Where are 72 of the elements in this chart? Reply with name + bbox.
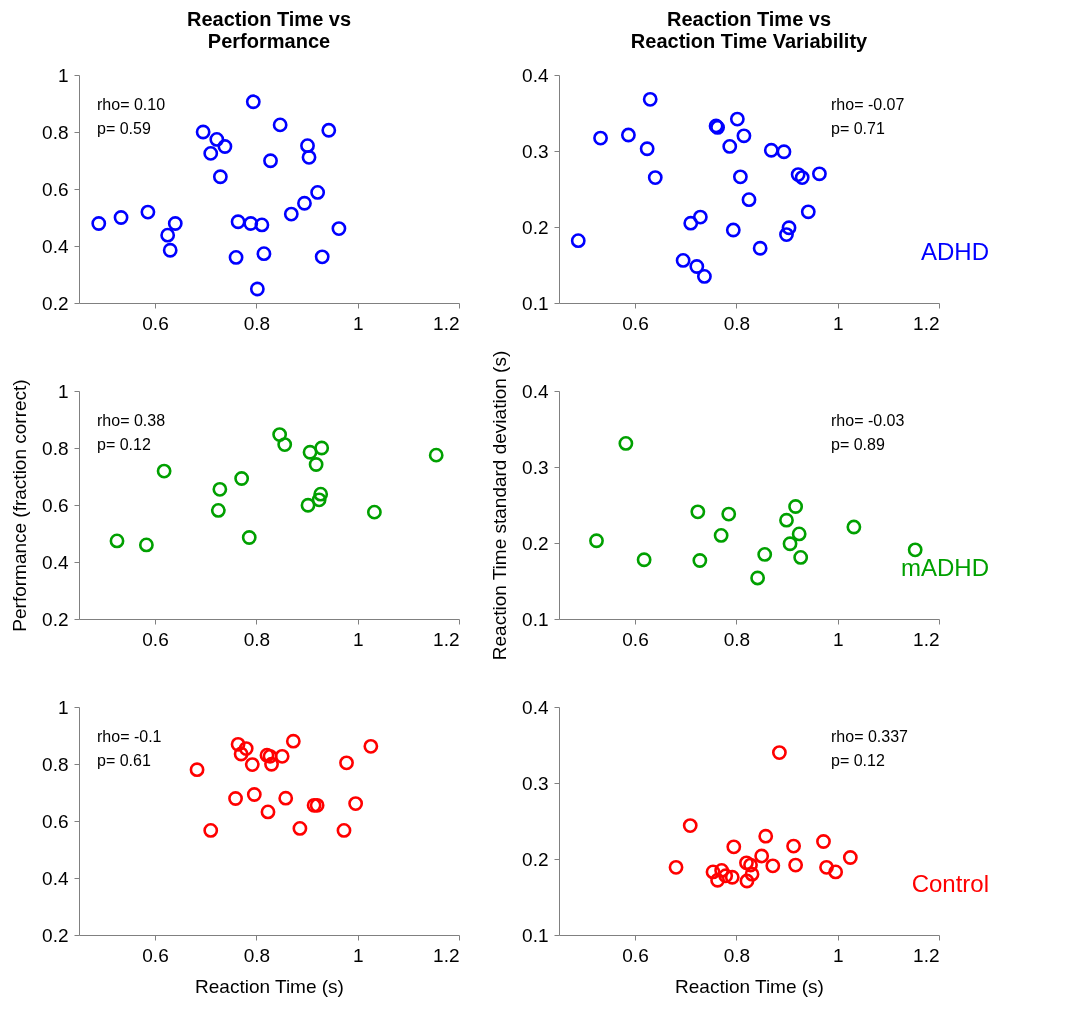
x-tick-label: 1	[352, 628, 364, 650]
y-tick-label: 0.2	[522, 216, 549, 238]
chart-title: Reaction Time vs Performance	[186, 8, 352, 52]
x-tick-label: 0.8	[243, 944, 271, 966]
y-axis-title: Performance (fraction correct)	[9, 379, 31, 632]
y-tick-label: 0.3	[522, 456, 549, 478]
y-tick-label: 0.1	[522, 292, 549, 314]
annotation: rho= -0.1	[97, 728, 162, 745]
annotation: rho= 0.10	[97, 96, 166, 113]
x-tick-label: 0.6	[142, 628, 169, 650]
y-tick-label: 0.1	[522, 924, 549, 946]
y-tick-label: 0.8	[42, 753, 69, 775]
x-tick-label: 1.2	[913, 944, 940, 966]
x-tick-label: 0.8	[723, 312, 751, 334]
chart-title: Reaction Time vs Reaction Time Variability	[630, 8, 869, 52]
annotation: rho= 0.337	[831, 728, 909, 745]
y-tick-label: 0.2	[42, 292, 69, 314]
x-tick-label: 0.8	[243, 312, 271, 334]
y-tick-label: 0.4	[42, 235, 69, 257]
y-tick-label: 0.8	[42, 437, 69, 459]
y-tick-label: 0.6	[42, 494, 69, 516]
x-tick-label: 0.6	[622, 628, 649, 650]
x-tick-label: 1.2	[913, 312, 940, 334]
x-axis-title: Reaction Time (s)	[675, 975, 824, 997]
x-tick-label: 1.2	[433, 944, 460, 966]
x-tick-label: 0.8	[723, 628, 751, 650]
x-tick-label: 0.6	[142, 944, 169, 966]
x-tick-label: 1	[352, 312, 364, 334]
y-tick-label: 0.4	[42, 551, 69, 573]
annotation: rho= -0.07	[831, 96, 905, 113]
y-tick-label: 0.4	[522, 696, 549, 718]
x-tick-label: 0.8	[723, 944, 751, 966]
y-tick-label: 1	[57, 64, 69, 86]
y-tick-label: 0.6	[42, 810, 69, 832]
y-tick-label: 0.6	[42, 178, 69, 200]
y-tick-label: 0.1	[522, 608, 549, 630]
annotation: p= 0.12	[831, 752, 885, 769]
y-tick-label: 0.3	[522, 772, 549, 794]
x-tick-label: 1.2	[433, 628, 460, 650]
y-tick-label: 1	[57, 380, 69, 402]
annotation: rho= -0.03	[831, 412, 905, 429]
x-axis-title: Reaction Time (s)	[195, 975, 344, 997]
y-tick-label: 0.4	[522, 380, 549, 402]
x-tick-label: 1	[352, 944, 364, 966]
x-tick-label: 0.6	[622, 944, 649, 966]
x-tick-label: 1.2	[433, 312, 460, 334]
y-tick-label: 0.4	[42, 867, 69, 889]
annotation: p= 0.89	[831, 436, 885, 453]
x-tick-label: 1.2	[913, 628, 940, 650]
y-tick-label: 0.2	[42, 608, 69, 630]
y-tick-label: 0.4	[522, 64, 549, 86]
text: ADHD	[920, 237, 989, 265]
x-tick-label: 0.6	[622, 312, 649, 334]
y-tick-label: 0.8	[42, 121, 69, 143]
y-axis-title: Reaction Time standard deviation (s)	[489, 350, 511, 661]
annotation: p= 0.59	[97, 120, 151, 137]
y-tick-label: 1	[57, 696, 69, 718]
y-tick-label: 0.3	[522, 140, 549, 162]
annotation: rho= 0.38	[97, 412, 166, 429]
x-tick-label: 0.8	[243, 628, 271, 650]
x-tick-label: 0.6	[142, 312, 169, 334]
x-tick-label: 1	[832, 312, 844, 334]
annotation: p= 0.71	[831, 120, 885, 137]
x-tick-label: 1	[832, 944, 844, 966]
y-tick-label: 0.2	[42, 924, 69, 946]
annotation: p= 0.61	[97, 752, 151, 769]
y-tick-label: 0.2	[522, 532, 549, 554]
text: Control	[911, 869, 989, 897]
y-tick-label: 0.2	[522, 848, 549, 870]
series-label: mADHD	[901, 553, 989, 581]
annotation: p= 0.12	[97, 436, 151, 453]
x-tick-label: 1	[832, 628, 844, 650]
